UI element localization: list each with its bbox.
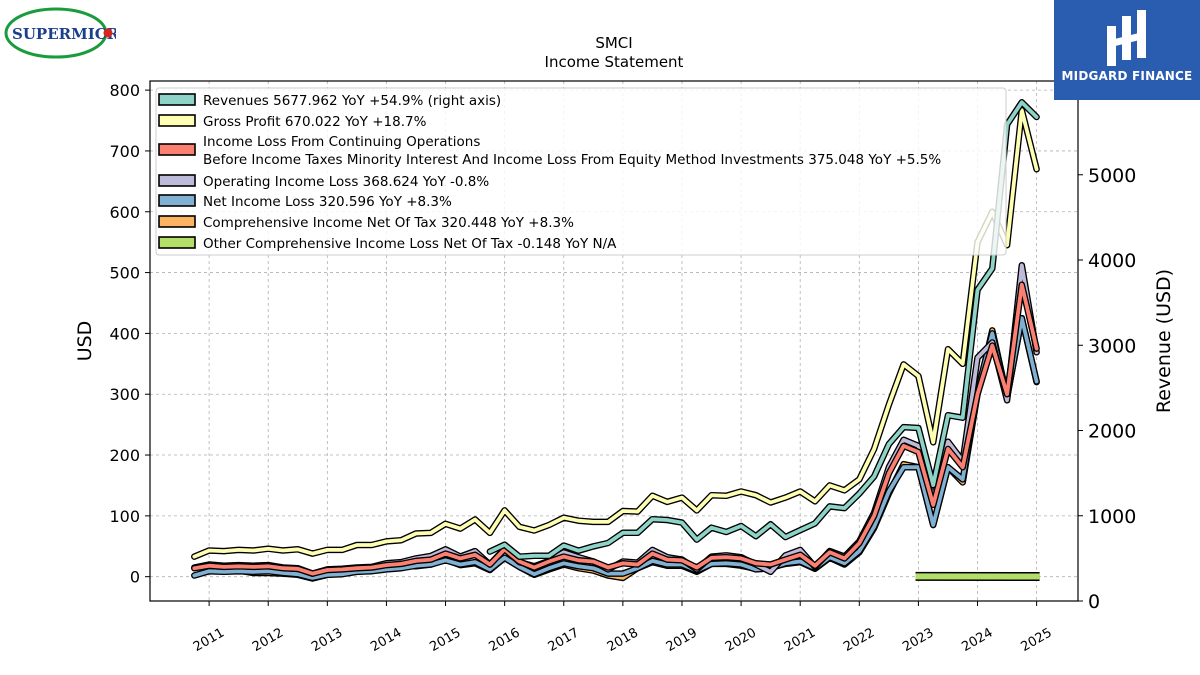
chart-subtitle: Income Statement (545, 53, 684, 71)
series-lines (191, 99, 1040, 582)
legend-box (155, 87, 1007, 256)
x-tick-label: 2014 (368, 625, 404, 655)
x-tick-label: 2025 (1018, 625, 1054, 655)
x-tick-label: 2015 (427, 625, 463, 655)
y-tick-label: 200 (109, 446, 140, 465)
series-line-2 (192, 282, 1039, 576)
chart-title: SMCI (595, 34, 632, 52)
y2-tick-label: 5000 (1088, 165, 1136, 187)
y-tick-label: 100 (109, 507, 140, 526)
midgard-finance-logo: MIDGARD FINANCE (1054, 0, 1200, 100)
legend-swatch (158, 114, 196, 127)
y-tick-label: 0 (130, 568, 140, 587)
y2-tick-label: 0 (1088, 591, 1100, 613)
x-tick-label: 2022 (841, 625, 877, 655)
x-tick-label: 2017 (546, 625, 582, 655)
series-line-1 (192, 108, 1039, 559)
y-tick-label: 400 (109, 324, 140, 343)
supermicro-logo-text: SUPERMICR (12, 25, 116, 43)
legend-swatch (158, 215, 196, 228)
y-tick-label: 500 (109, 264, 140, 283)
x-tick-label: 2020 (723, 625, 759, 655)
legend-label: Gross Profit 670.022 YoY +18.7% (203, 114, 427, 130)
legend-label: Before Income Taxes Minority Interest An… (203, 152, 941, 168)
x-tick-label: 2012 (250, 625, 286, 655)
series-line-4 (192, 316, 1039, 580)
legend-label: Net Income Loss 320.596 YoY +8.3% (203, 194, 452, 210)
legend-swatch (158, 194, 196, 207)
midgard-emblem-icon (1107, 10, 1146, 66)
y2-tick-label: 4000 (1088, 250, 1136, 272)
y-tick-label: 300 (109, 385, 140, 404)
legend-label: Income Loss From Continuing Operations (203, 134, 480, 150)
x-tick-label: 2024 (959, 625, 995, 655)
supermicro-logo: SUPERMICR (4, 5, 120, 61)
legend-swatch (158, 236, 196, 249)
plot-frame (149, 80, 1079, 602)
x-tick-label: 2023 (900, 625, 936, 655)
x-tick-label: 2018 (605, 625, 641, 655)
y-tick-label: 600 (109, 203, 140, 222)
y2-tick-label: 3000 (1088, 335, 1136, 357)
y2-tick-label: 2000 (1088, 421, 1136, 443)
x-tick-label: 2013 (309, 625, 345, 655)
y2-tick-label: 1000 (1088, 506, 1136, 528)
midgard-finance-text: MIDGARD FINANCE (1061, 69, 1193, 83)
legend-swatch (158, 174, 196, 187)
series-line-0 (487, 100, 1039, 559)
y-axis-label: USD (74, 321, 96, 362)
legend-label: Other Comprehensive Income Loss Net Of T… (203, 236, 617, 252)
legend-label: Revenues 5677.962 YoY +54.9% (right axis… (203, 93, 501, 109)
x-tick-label: 2019 (664, 625, 700, 655)
series-line-outline-3 (191, 262, 1040, 577)
legend-swatch (158, 143, 196, 156)
legend-label: Comprehensive Income Net Of Tax 320.448 … (203, 215, 574, 231)
y-tick-label: 800 (109, 81, 140, 100)
legend-swatch (158, 93, 196, 106)
series-line-3 (192, 263, 1039, 576)
x-tick-label: 2021 (782, 625, 818, 655)
x-tick-label: 2016 (486, 625, 522, 655)
y2-axis-label: Revenue (USD) (1153, 269, 1175, 413)
legend: Revenues 5677.962 YoY +54.9% (right axis… (155, 87, 1007, 256)
y-tick-label: 700 (109, 142, 140, 161)
x-tick-label: 2011 (191, 625, 227, 655)
legend-label: Operating Income Loss 368.624 YoY -0.8% (203, 174, 489, 190)
